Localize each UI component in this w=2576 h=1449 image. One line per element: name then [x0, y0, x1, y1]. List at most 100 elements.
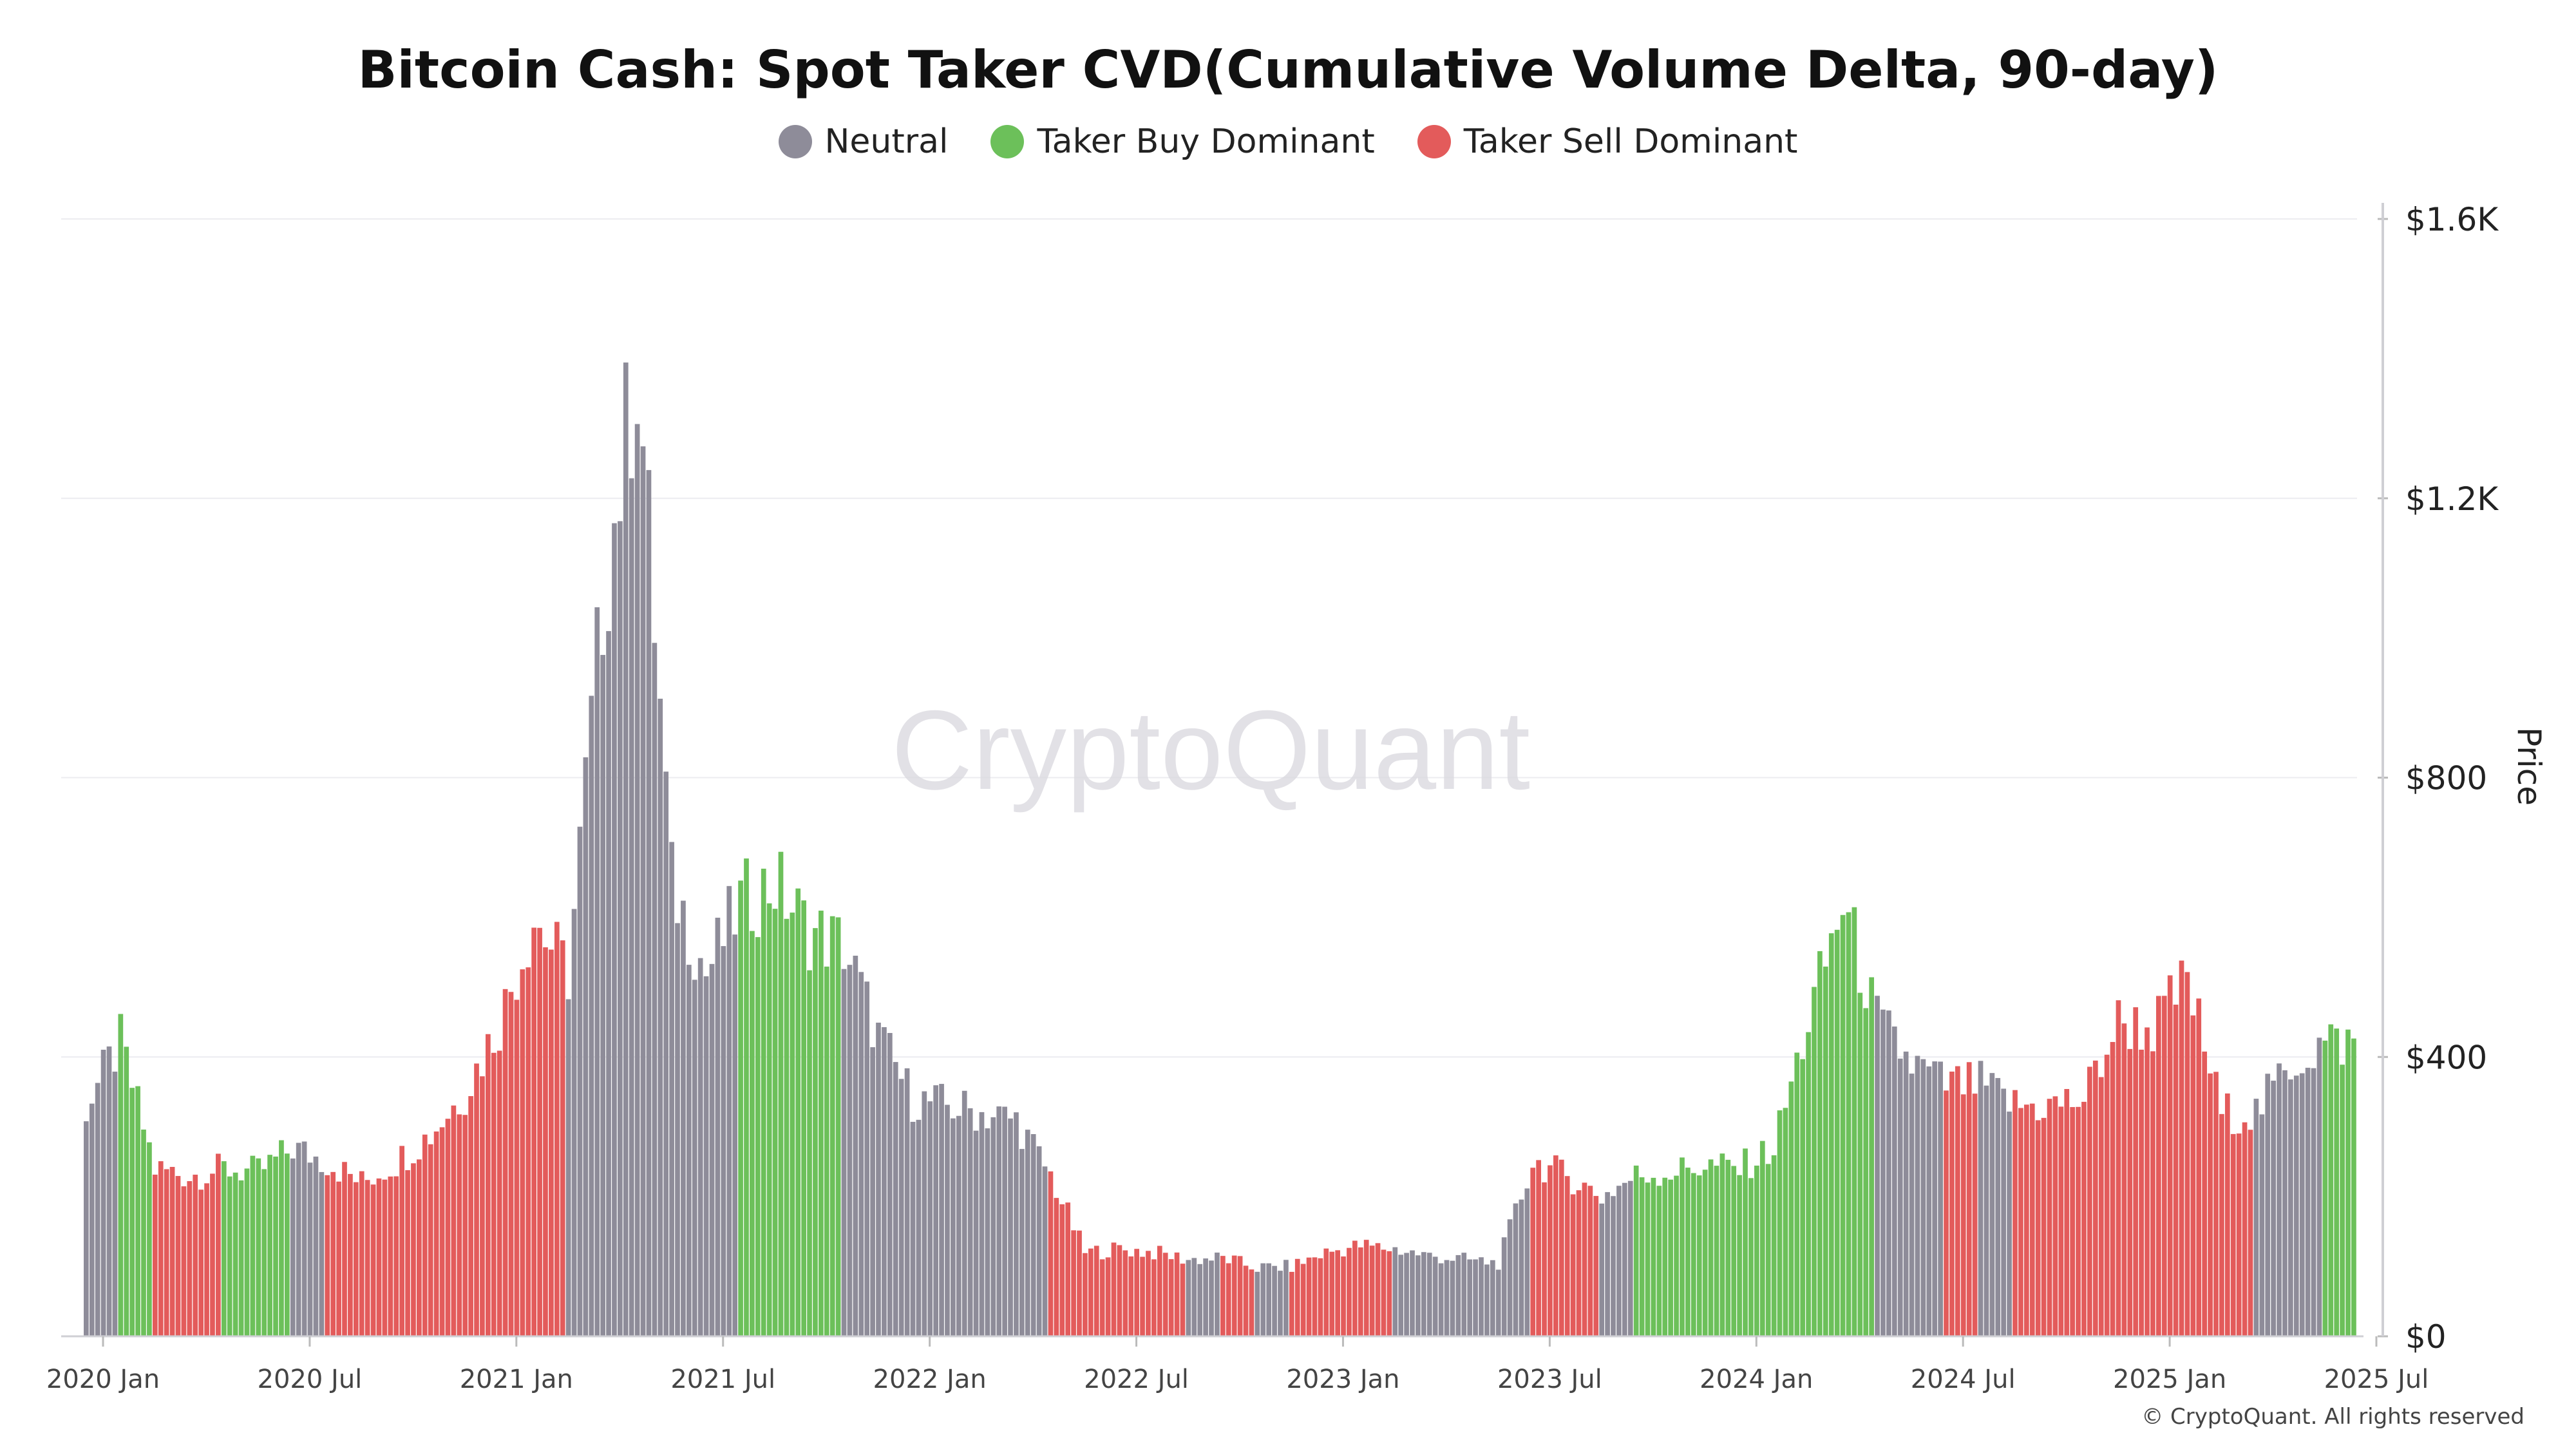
price-bar [2058, 1106, 2064, 1336]
price-bar [1220, 1256, 1226, 1336]
price-bar [560, 940, 565, 1336]
price-bar [692, 980, 697, 1336]
price-bar [439, 1127, 445, 1336]
price-bar [135, 1086, 140, 1336]
price-bar [227, 1176, 232, 1336]
price-bar [1059, 1204, 1065, 1336]
price-bar [2208, 1073, 2213, 1336]
price-bar [658, 698, 663, 1336]
price-bar [1186, 1260, 1191, 1336]
price-bar [256, 1158, 261, 1336]
price-bar [1404, 1253, 1409, 1336]
price-bar [141, 1129, 146, 1336]
price-bar [1501, 1237, 1507, 1336]
price-bar [1283, 1260, 1289, 1336]
legend-item-neutral[interactable]: Neutral [778, 122, 948, 161]
price-bar [2351, 1038, 2356, 1336]
legend-item-taker-buy[interactable]: Taker Buy Dominant [990, 122, 1375, 161]
price-bar [468, 1096, 473, 1336]
price-bar [216, 1153, 221, 1336]
price-bar [250, 1155, 256, 1336]
price-bar [669, 842, 674, 1336]
price-bar [388, 1176, 393, 1336]
price-bar [858, 972, 864, 1336]
price-bar [1146, 1251, 1151, 1336]
price-bar [428, 1144, 433, 1336]
price-bar [164, 1169, 169, 1336]
price-bar [1375, 1243, 1381, 1336]
price-bar [382, 1179, 388, 1336]
price-bar [841, 969, 847, 1336]
price-bar [313, 1156, 319, 1336]
price-bar [2081, 1101, 2087, 1336]
price-bar [2293, 1075, 2299, 1336]
price-bar [1674, 1175, 1679, 1336]
price-bar [606, 630, 611, 1337]
price-bar [1014, 1112, 1019, 1336]
x-tick-label: 2023 Jul [1497, 1365, 1602, 1394]
x-tick-label: 2022 Jan [873, 1365, 987, 1394]
price-bar [1237, 1256, 1243, 1336]
price-bar [1347, 1247, 1352, 1336]
price-bar [807, 970, 812, 1336]
price-bar [853, 956, 858, 1336]
price-bar [210, 1173, 215, 1336]
price-bar [697, 958, 703, 1336]
price-bar [1191, 1258, 1197, 1336]
price-bar [1960, 1094, 1966, 1336]
price-bar [1984, 1085, 1989, 1336]
price-bar [1524, 1188, 1530, 1336]
price-bar [497, 1050, 502, 1336]
price-bar [1226, 1263, 1231, 1336]
price-bar [2133, 1007, 2139, 1336]
price-bar [1054, 1198, 1059, 1336]
price-bar [1030, 1134, 1036, 1336]
price-bar [629, 478, 634, 1336]
price-bar [738, 880, 743, 1336]
price-bar [967, 1108, 973, 1336]
price-bar [2265, 1074, 2271, 1336]
price-bar [1519, 1199, 1524, 1336]
price-bar [1094, 1245, 1099, 1336]
price-bar [910, 1121, 916, 1336]
price-bar [2253, 1099, 2259, 1336]
y-tick-label: $0 [2405, 1318, 2447, 1356]
price-bar [1209, 1260, 1214, 1336]
legend-item-taker-sell[interactable]: Taker Sell Dominant [1417, 122, 1798, 161]
price-bar [1605, 1192, 1610, 1336]
price-bar [876, 1022, 881, 1336]
price-bar [1140, 1256, 1145, 1336]
price-bar [835, 917, 841, 1336]
price-bar [1215, 1252, 1220, 1336]
price-bar [204, 1183, 209, 1336]
price-bar [778, 851, 784, 1336]
price-bar [2150, 1051, 2155, 1336]
price-bar [2179, 960, 2184, 1336]
price-bar [462, 1115, 468, 1336]
price-bar [2299, 1073, 2305, 1336]
price-bar [1410, 1250, 1415, 1336]
price-bar [2322, 1040, 2328, 1336]
price-bar [1548, 1165, 1553, 1336]
price-bar [417, 1159, 422, 1336]
price-bar [1042, 1166, 1048, 1336]
price-bar [1806, 1032, 1811, 1336]
price-bar [129, 1088, 135, 1336]
price-bar [1077, 1230, 1082, 1336]
price-bar [147, 1142, 152, 1336]
price-bar [2334, 1028, 2340, 1336]
price-bar [945, 1104, 950, 1336]
price-bar [1450, 1260, 1455, 1336]
price-bar [106, 1046, 112, 1336]
price-bar [2311, 1068, 2316, 1336]
price-bar [1300, 1264, 1306, 1336]
price-bar [577, 826, 583, 1336]
legend-label-taker-sell: Taker Sell Dominant [1463, 122, 1798, 161]
price-bar [1398, 1255, 1404, 1336]
price-bar [508, 992, 514, 1336]
price-bar [411, 1163, 416, 1336]
price-bar [422, 1134, 428, 1336]
price-bar [1743, 1148, 1748, 1336]
price-bar [1323, 1248, 1329, 1336]
price-bar [1558, 1159, 1564, 1336]
